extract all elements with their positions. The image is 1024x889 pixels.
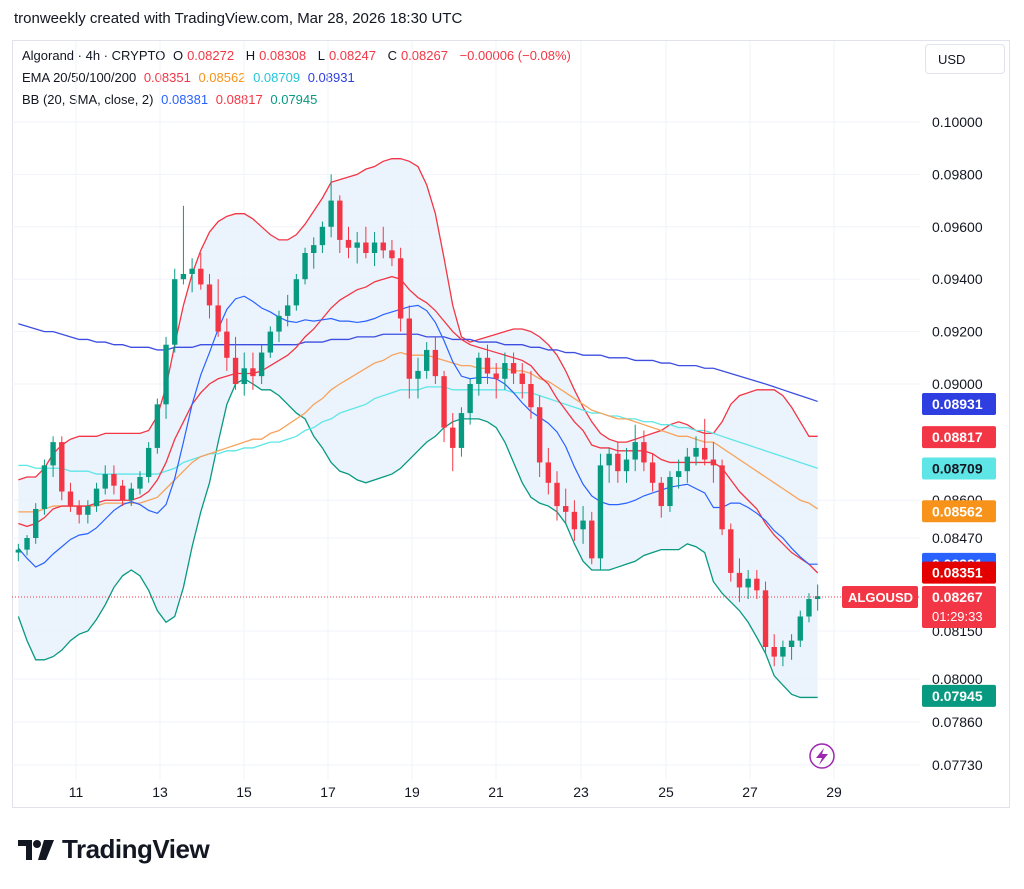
- legend-bb-row[interactable]: BB (20, SMA, close, 2) 0.08381 0.08817 0…: [22, 92, 321, 107]
- symbol-label[interactable]: Algorand · 4h · CRYPTO: [22, 48, 166, 63]
- bb-label: BB (20, SMA, close, 2): [22, 92, 154, 107]
- bb-basis-value: 0.08381: [161, 92, 209, 107]
- legend-ema-row[interactable]: EMA 20/50/100/200 0.08351 0.08562 0.0870…: [22, 70, 359, 85]
- ema200-value: 0.08931: [307, 70, 355, 85]
- chart-attribution: tronweekly created with TradingView.com,…: [14, 10, 463, 27]
- tradingview-logo[interactable]: TradingView: [16, 834, 210, 865]
- ohlc-low: L 0.08247: [317, 48, 376, 63]
- ema50-value: 0.08562: [198, 70, 246, 85]
- ema100-value: 0.08709: [253, 70, 301, 85]
- tradingview-logo-icon: [18, 839, 54, 860]
- currency-button[interactable]: USD: [925, 44, 1005, 74]
- ema20-value: 0.08351: [143, 70, 191, 85]
- chart-frame: [12, 40, 1010, 808]
- bb-lower-value: 0.07945: [270, 92, 318, 107]
- ohlc-close: C 0.08267: [387, 48, 448, 63]
- legend-symbol-row: Algorand · 4h · CRYPTO O 0.08272 H 0.08308…: [22, 48, 575, 63]
- ema-label: EMA 20/50/100/200: [22, 70, 137, 85]
- logo-text: TradingView: [62, 834, 210, 864]
- bb-upper-value: 0.08817: [215, 92, 263, 107]
- ohlc-high: H 0.08308: [245, 48, 307, 63]
- price-change: −0.00006 (−0.08%): [459, 48, 571, 63]
- ohlc-open: O 0.08272: [172, 48, 235, 63]
